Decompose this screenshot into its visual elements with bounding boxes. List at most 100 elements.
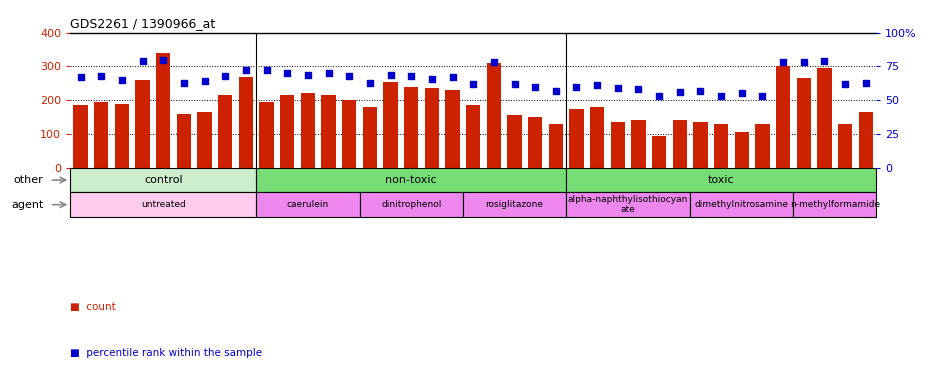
Bar [321, 95, 335, 168]
Point [424, 76, 439, 82]
Text: dinitrophenol: dinitrophenol [381, 200, 441, 209]
Bar [713, 124, 727, 168]
Point [609, 85, 624, 91]
Bar [775, 66, 789, 168]
Text: control: control [144, 175, 183, 185]
Bar [256, 168, 565, 192]
Point [238, 68, 253, 74]
Point [796, 59, 811, 65]
Bar [734, 132, 748, 168]
Bar [565, 168, 875, 192]
Point [321, 70, 336, 76]
Bar [259, 102, 273, 168]
Bar [672, 121, 686, 168]
Point [465, 81, 480, 87]
Bar [239, 76, 253, 168]
Point [775, 59, 790, 65]
Bar [197, 112, 212, 168]
Text: ■  count: ■ count [70, 302, 116, 312]
Point [155, 56, 170, 63]
Bar [445, 90, 460, 168]
Point [403, 73, 418, 79]
Point [857, 79, 872, 86]
Point [837, 81, 852, 87]
Bar [218, 95, 232, 168]
Text: rosiglitazone: rosiglitazone [485, 200, 543, 209]
Point [568, 84, 583, 90]
Point [445, 74, 460, 80]
Text: other: other [14, 175, 43, 185]
Point [73, 74, 88, 80]
Text: GDS2261 / 1390966_at: GDS2261 / 1390966_at [70, 17, 215, 30]
Bar [403, 87, 418, 168]
Bar [816, 68, 831, 168]
Point [734, 90, 749, 96]
Bar [70, 168, 256, 192]
Bar [300, 93, 314, 168]
Text: untreated: untreated [140, 200, 185, 209]
Point [589, 82, 604, 88]
Bar [857, 112, 872, 168]
Point [217, 73, 232, 79]
Text: n-methylformamide: n-methylformamide [789, 200, 879, 209]
Point [114, 77, 129, 83]
Bar [693, 122, 707, 168]
Bar [793, 192, 875, 217]
Bar [156, 53, 170, 168]
Bar [359, 192, 462, 217]
Point [362, 79, 377, 86]
Point [94, 73, 109, 79]
Point [816, 58, 831, 64]
Bar [280, 95, 294, 168]
Point [527, 84, 542, 90]
Bar [590, 107, 604, 168]
Bar [73, 105, 88, 168]
Bar [114, 104, 129, 168]
Bar [256, 192, 359, 217]
Point [258, 68, 273, 74]
Point [197, 78, 212, 84]
Point [630, 86, 645, 93]
Point [383, 71, 398, 78]
Point [135, 58, 150, 64]
Bar [610, 122, 624, 168]
Bar [796, 78, 811, 168]
Text: dimethylnitrosamine: dimethylnitrosamine [695, 200, 788, 209]
Bar [383, 82, 398, 168]
Bar [631, 121, 645, 168]
Bar [569, 109, 583, 168]
Bar [651, 136, 665, 168]
Point [672, 89, 687, 95]
Point [651, 93, 665, 99]
Point [548, 88, 563, 94]
Point [342, 73, 357, 79]
Bar [342, 100, 356, 168]
Bar [837, 124, 852, 168]
Point [486, 59, 501, 65]
Point [506, 81, 521, 87]
Bar [135, 80, 150, 168]
Point [713, 93, 728, 99]
Text: agent: agent [11, 200, 43, 210]
Point [693, 88, 708, 94]
Point [754, 93, 769, 99]
Bar [362, 107, 376, 168]
Bar [506, 116, 521, 168]
Bar [690, 192, 793, 217]
Text: ■  percentile rank within the sample: ■ percentile rank within the sample [70, 348, 262, 358]
Text: caerulein: caerulein [286, 200, 329, 209]
Text: toxic: toxic [707, 175, 734, 185]
Point [300, 71, 315, 78]
Bar [94, 102, 109, 168]
Bar [424, 88, 439, 168]
Bar [465, 105, 480, 168]
Text: non-toxic: non-toxic [385, 175, 436, 185]
Bar [754, 124, 768, 168]
Bar [527, 117, 542, 168]
Point [280, 70, 295, 76]
Bar [486, 63, 501, 168]
Bar [548, 124, 563, 168]
Bar [565, 192, 690, 217]
Bar [462, 192, 565, 217]
Text: alpha-naphthylisothiocyan
ate: alpha-naphthylisothiocyan ate [567, 195, 688, 214]
